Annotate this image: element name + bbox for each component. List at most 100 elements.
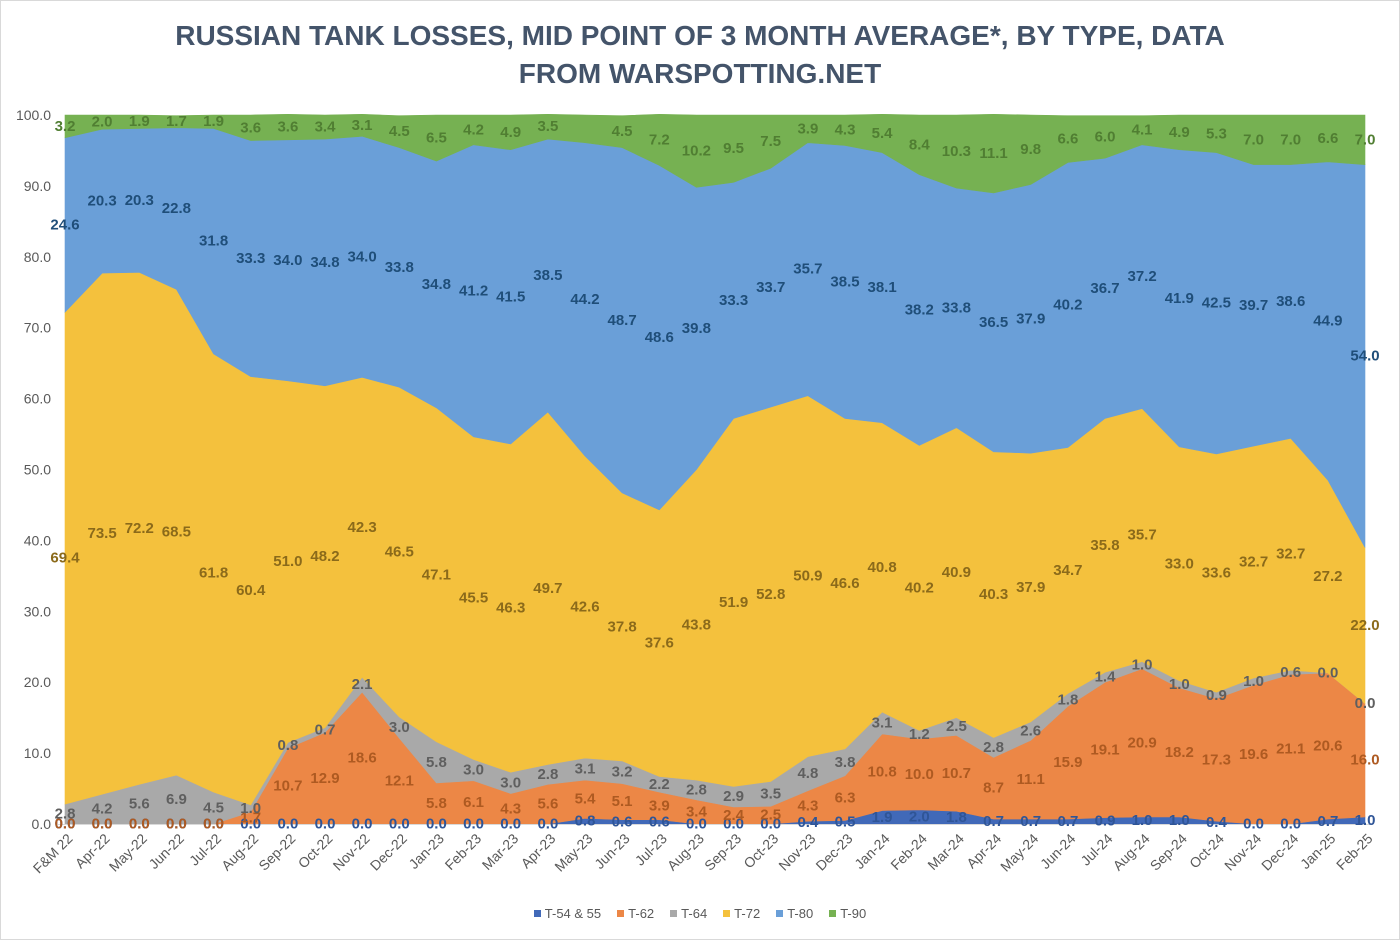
data-label-t-54-55: 0.7 xyxy=(1020,813,1041,830)
y-tick-label: 70.0 xyxy=(24,320,51,336)
data-label-t-64: 4.8 xyxy=(797,765,818,782)
data-label-t-62: 2.4 xyxy=(723,807,745,824)
data-label-t-64: 4.2 xyxy=(92,801,113,818)
data-label-t-90: 5.3 xyxy=(1206,125,1227,142)
data-label-t-54-55: 0.4 xyxy=(1206,814,1228,831)
data-label-t-64: 0.9 xyxy=(1206,687,1227,704)
data-label-t-64: 0.0 xyxy=(1355,695,1376,712)
data-label-t-90: 8.4 xyxy=(909,136,931,153)
data-label-t-64: 5.8 xyxy=(426,754,447,771)
data-label-t-72: 49.7 xyxy=(533,580,562,597)
chart-title-line-1: RUSSIAN TANK LOSSES, MID POINT OF 3 MONT… xyxy=(175,20,1225,51)
data-label-t-54-55: 0.7 xyxy=(983,813,1004,830)
data-label-t-62: 5.1 xyxy=(612,793,633,810)
data-label-t-64: 1.8 xyxy=(1057,691,1078,708)
data-label-t-72: 47.1 xyxy=(422,566,451,583)
data-label-t-64: 2.2 xyxy=(649,776,670,793)
data-label-t-80: 33.8 xyxy=(385,259,414,276)
data-label-t-90: 4.9 xyxy=(1169,124,1190,141)
data-label-t-80: 34.0 xyxy=(273,252,302,269)
data-label-t-90: 7.0 xyxy=(1243,131,1264,148)
data-label-t-54-55: 0.0 xyxy=(723,816,744,833)
data-label-t-54-55: 0.0 xyxy=(352,816,373,833)
data-label-t-80: 38.5 xyxy=(830,274,859,291)
data-label-t-62: 10.7 xyxy=(942,765,971,782)
data-label-t-62: 1.7 xyxy=(240,810,261,827)
data-label-t-62: 4.3 xyxy=(797,797,818,814)
data-label-t-64: 2.8 xyxy=(55,806,76,823)
data-label-t-54-55: 0.0 xyxy=(1280,816,1301,833)
y-tick-label: 20.0 xyxy=(24,674,51,690)
data-label-t-72: 40.2 xyxy=(905,579,934,596)
data-label-t-64: 1.0 xyxy=(1243,673,1264,690)
data-label-t-90: 4.3 xyxy=(835,122,856,139)
data-label-t-72: 60.4 xyxy=(236,582,266,599)
data-label-t-54-55: 0.0 xyxy=(129,816,150,833)
data-label-t-80: 24.6 xyxy=(50,216,79,233)
data-label-t-62: 19.6 xyxy=(1239,746,1268,763)
data-label-t-54-55: 1.8 xyxy=(946,809,967,826)
area-t-90 xyxy=(64,113,1366,194)
data-label-t-54-55: 0.0 xyxy=(686,816,707,833)
data-label-t-64: 2.8 xyxy=(983,739,1004,756)
data-label-t-62: 3.9 xyxy=(649,797,670,814)
data-label-t-90: 3.9 xyxy=(797,120,818,137)
data-label-t-72: 42.3 xyxy=(347,519,376,536)
data-label-t-62: 8.7 xyxy=(983,780,1004,797)
data-label-t-54-55: 0.0 xyxy=(92,816,113,833)
data-label-t-90: 1.9 xyxy=(203,113,224,130)
data-label-t-72: 33.6 xyxy=(1202,565,1231,582)
data-label-t-54-55: 0.0 xyxy=(55,816,76,833)
data-label-t-62: 18.6 xyxy=(347,750,376,767)
data-label-t-62: 21.1 xyxy=(1276,741,1305,758)
legend-label: T-90 xyxy=(840,905,867,921)
data-label-t-54-55: 0.0 xyxy=(203,816,224,833)
data-label-t-62: 15.9 xyxy=(1053,754,1082,771)
data-label-t-72: 33.0 xyxy=(1165,555,1194,572)
data-label-t-80: 38.5 xyxy=(533,267,562,284)
data-label-t-72: 61.8 xyxy=(199,565,228,582)
data-label-t-90: 1.7 xyxy=(166,113,187,130)
data-label-t-64: 3.0 xyxy=(500,774,521,791)
data-label-t-72: 46.5 xyxy=(385,544,414,561)
data-label-t-72: 52.8 xyxy=(756,586,785,603)
chart-title: RUSSIAN TANK LOSSES, MID POINT OF 3 MONT… xyxy=(175,20,1225,89)
data-label-t-90: 10.3 xyxy=(942,143,971,160)
legend-item-t-90: T-90 xyxy=(829,906,866,921)
data-label-t-64: 0.0 xyxy=(1317,665,1338,682)
chart-title-line-2: FROM WARSPOTTING.NET xyxy=(519,58,881,89)
legend-marker xyxy=(670,909,678,917)
data-label-t-80: 40.2 xyxy=(1053,297,1082,314)
data-label-t-72: 37.6 xyxy=(645,635,674,652)
data-label-t-64: 1.0 xyxy=(1169,676,1190,693)
data-label-t-62: 10.7 xyxy=(273,778,302,795)
legend-marker xyxy=(829,909,837,917)
data-label-t-54-55: 0.0 xyxy=(760,816,781,833)
data-label-t-90: 4.5 xyxy=(612,123,633,140)
legend-marker xyxy=(776,909,784,917)
y-tick-label: 80.0 xyxy=(24,249,51,265)
data-label-t-80: 33.3 xyxy=(719,292,748,309)
data-label-t-54-55: 0.7 xyxy=(1317,813,1338,830)
data-label-t-72: 35.7 xyxy=(1127,527,1156,544)
legend-item-t-64: T-64 xyxy=(670,906,707,921)
data-label-t-64: 1.0 xyxy=(240,800,261,817)
data-label-t-90: 7.0 xyxy=(1355,131,1376,148)
data-label-t-62: 18.2 xyxy=(1165,744,1194,761)
data-label-t-80: 54.0 xyxy=(1350,348,1379,365)
data-label-t-64: 3.1 xyxy=(575,761,596,778)
data-label-t-62: 0.0 xyxy=(166,816,187,833)
data-label-t-64: 4.5 xyxy=(203,800,224,817)
legend-marker xyxy=(533,909,541,917)
data-label-t-90: 11.1 xyxy=(979,145,1007,162)
data-label-t-54-55: 0.6 xyxy=(612,813,633,830)
data-label-t-64: 3.8 xyxy=(835,754,856,771)
data-label-t-80: 38.1 xyxy=(867,279,896,296)
data-label-t-80: 36.5 xyxy=(979,314,1008,331)
data-label-t-64: 2.8 xyxy=(537,766,558,783)
data-label-t-90: 9.8 xyxy=(1020,141,1041,158)
data-label-t-54-55: 1.0 xyxy=(1132,812,1153,829)
data-label-t-62: 16.0 xyxy=(1350,752,1379,769)
data-label-t-64: 3.2 xyxy=(612,764,633,781)
